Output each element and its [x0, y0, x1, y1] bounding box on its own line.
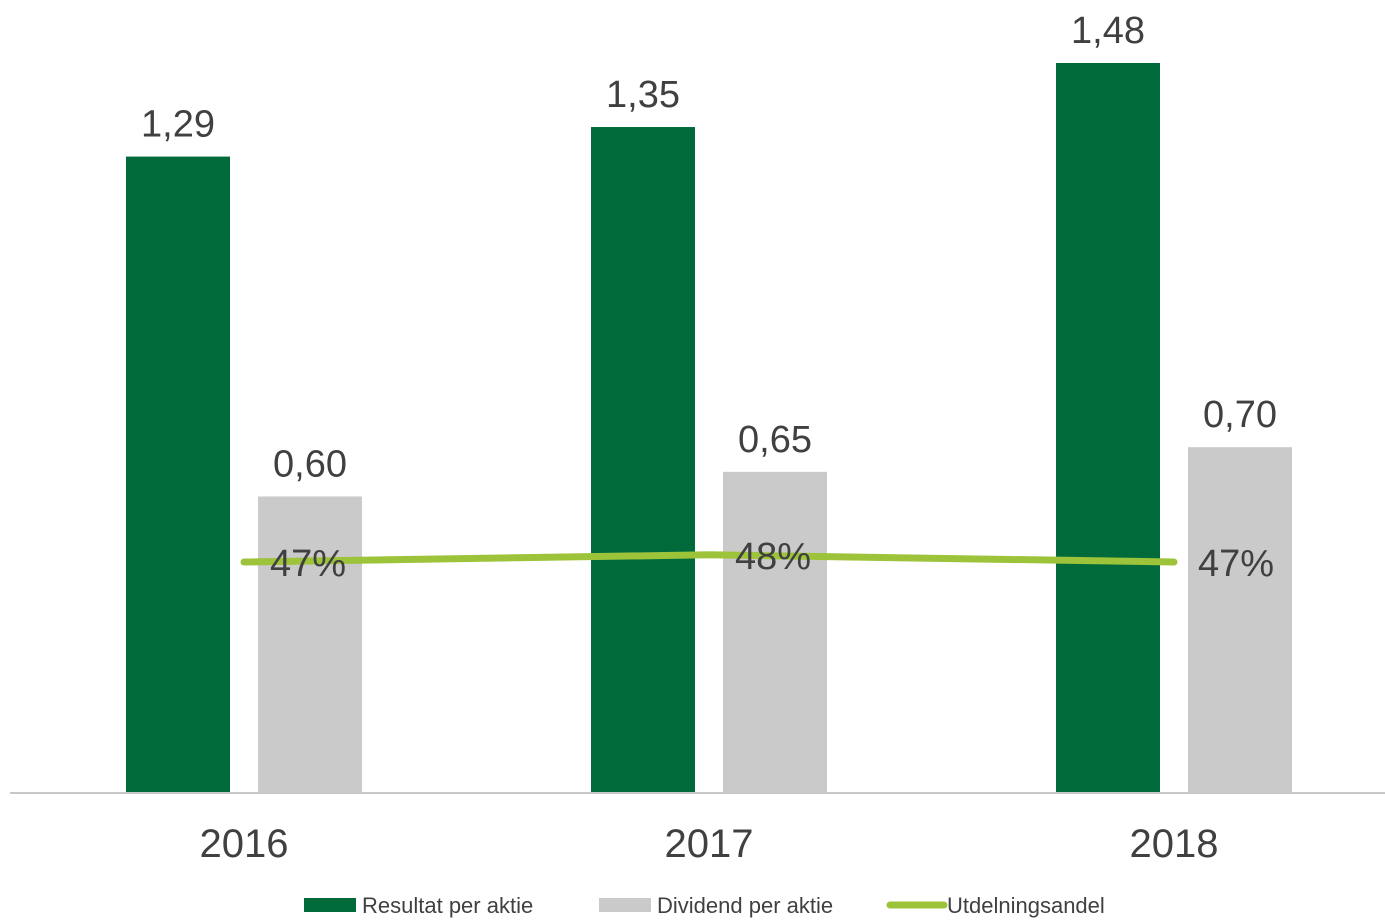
legend: Resultat per aktie Dividend per aktie Utde… — [304, 893, 1105, 918]
legend-label-dividend-per-aktie: Dividend per aktie — [657, 893, 833, 918]
legend-swatch-resultat-per-aktie — [304, 898, 356, 912]
bar-dividend-per-aktie-2016 — [258, 496, 362, 792]
bar-resultat-per-aktie-2017 — [591, 127, 695, 792]
data-labels-layer: 1,29 1,35 1,48 0,60 0,65 0,70 47% 48% 47% — [141, 10, 1277, 585]
bar-dividend-per-aktie-2017 — [723, 471, 827, 792]
legend-label-utdelningsandel: Utdelningsandel — [947, 893, 1105, 918]
data-label-resultat-per-aktie-2018: 1,48 — [1071, 10, 1145, 52]
line-utdelningsandel — [240, 551, 1178, 566]
data-label-resultat-per-aktie-2017: 1,35 — [606, 74, 680, 116]
x-tick-labels: 2016 2017 2018 — [200, 822, 1219, 866]
x-tick-2016: 2016 — [200, 822, 289, 866]
data-label-dividend-per-aktie-2016: 0,60 — [273, 443, 347, 485]
data-label-dividend-per-aktie-2018: 0,70 — [1203, 394, 1277, 436]
bars-layer — [126, 63, 1292, 793]
legend-swatch-dividend-per-aktie — [599, 898, 651, 912]
x-tick-2017: 2017 — [665, 822, 754, 866]
data-label-dividend-per-aktie-2017: 0,65 — [738, 419, 812, 461]
legend-label-resultat-per-aktie: Resultat per aktie — [362, 893, 533, 918]
line-label-2018: 47% — [1198, 543, 1274, 585]
line-label-2016: 47% — [270, 543, 346, 585]
bar-dividend-per-aktie-2018 — [1188, 447, 1292, 792]
data-label-resultat-per-aktie-2016: 1,29 — [141, 104, 215, 146]
x-tick-2018: 2018 — [1130, 822, 1219, 866]
line-layer — [240, 551, 1178, 566]
bar-resultat-per-aktie-2018 — [1056, 63, 1160, 792]
bar-resultat-per-aktie-2016 — [126, 156, 230, 793]
line-label-2017: 48% — [735, 536, 811, 578]
